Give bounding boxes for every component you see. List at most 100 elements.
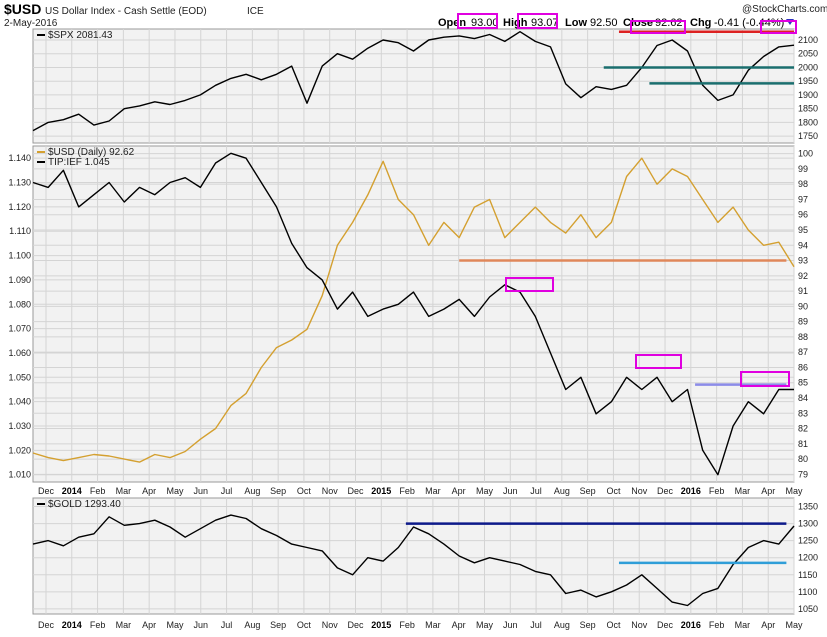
x-tick-label: Oct (297, 620, 312, 630)
x-tick-label: Feb (399, 620, 415, 630)
y-tick-label: 95 (798, 225, 808, 235)
header: $USD US Dollar Index - Cash Settle (EOD)… (4, 1, 827, 29)
y-tick-label: 97 (798, 194, 808, 204)
y-tick-label: 94 (798, 240, 808, 250)
x-tick-label: Nov (322, 620, 339, 630)
y-tick-label: 1100 (798, 587, 817, 597)
x-tick-label: 2015 (371, 620, 391, 630)
y-tick-label: 96 (798, 210, 808, 220)
x-tick-label: Dec (38, 620, 55, 630)
x-tick-label: 2014 (62, 620, 82, 630)
y-tick-label: 1900 (798, 90, 818, 100)
tipief-title: TIP:IEF 1.045 (48, 157, 110, 168)
x-tick-label: Aug (244, 620, 260, 630)
exchange: ICE (247, 6, 264, 17)
x-tick-label: Nov (631, 486, 648, 496)
y-tick-label: 1.110 (9, 226, 31, 236)
close-label: Close (623, 17, 653, 29)
x-tick-label: Feb (90, 620, 106, 630)
symbol: $USD (4, 1, 41, 17)
x-axis-top: Dec 2014 Feb Mar Apr May Jun Jul Aug Sep Oct Nov Dec… (38, 486, 803, 496)
gold-line (32, 514, 795, 607)
x-tick-label: Apr (142, 486, 156, 496)
x-tick-label: Mar (116, 620, 132, 630)
x-tick-label: Sep (270, 620, 286, 630)
usd-title: $USD (Daily) 92.62 (48, 147, 135, 158)
y-tick-label: 1.070 (8, 324, 31, 334)
open-label: Open (438, 17, 466, 29)
low-value: 92.50 (590, 17, 618, 29)
x-tick-label: Dec (348, 486, 365, 496)
panel-legends: $SPX 2081.43 $USD (Daily) 92.62 TIP:IEF … (37, 30, 135, 510)
x-tick-label: Oct (297, 486, 312, 496)
x-tick-label: May (476, 486, 494, 496)
x-tick-label: Sep (580, 486, 596, 496)
y-tick-label: 93 (798, 256, 808, 266)
y-tick-label: 1.130 (8, 178, 31, 188)
series-lines (32, 31, 795, 607)
highlight-box-usd-jun (505, 277, 554, 292)
x-tick-label: Jul (221, 620, 233, 630)
x-tick-label: Aug (554, 486, 570, 496)
close-value: 92.62 (655, 17, 683, 29)
y-tick-label: 99 (798, 164, 808, 174)
x-tick-label: Mar (425, 486, 441, 496)
highlight-boxes (457, 13, 797, 387)
y-axes: 1750 1800 1850 1900 1950 2000 2050 2100 1.010 1.0… (8, 35, 818, 614)
x-tick-label: Feb (399, 486, 415, 496)
y-tick-label: 2050 (798, 49, 818, 59)
x-tick-label: May (166, 620, 184, 630)
highlight-box-high (517, 13, 558, 29)
y-tick-label: 83 (798, 408, 808, 418)
usd-panel (32, 145, 795, 483)
y-tick-label: 89 (798, 317, 808, 327)
y-tick-label: 1.120 (8, 202, 31, 212)
x-tick-label: May (476, 620, 494, 630)
x-tick-label: Jun (503, 620, 518, 630)
y-tick-label: 1.030 (8, 421, 31, 431)
high-value: 93.07 (531, 17, 559, 29)
y-tick-label: 82 (798, 424, 808, 434)
date: 2-May-2016 (4, 18, 58, 29)
x-tick-label: 2015 (371, 486, 391, 496)
x-tick-label: Dec (657, 620, 674, 630)
chg-value: -0.41 (-0.44%) (714, 17, 784, 29)
x-tick-label: Apr (761, 486, 775, 496)
y-tick-label: 88 (798, 332, 808, 342)
instrument-name: US Dollar Index - Cash Settle (EOD) (45, 6, 207, 17)
tipief-line (32, 152, 794, 476)
y-tick-label: 2000 (798, 62, 818, 72)
x-tick-label: Sep (580, 620, 596, 630)
x-tick-label: Jun (503, 486, 518, 496)
x-tick-label: Apr (761, 620, 775, 630)
spx-line (32, 31, 795, 132)
x-tick-label: Jul (530, 486, 542, 496)
x-tick-label: Dec (38, 486, 55, 496)
y-tick-label: 1.050 (8, 372, 31, 382)
y-tick-label: 1.010 (8, 470, 31, 480)
x-tick-label: Jul (530, 620, 542, 630)
x-tick-label: Nov (631, 620, 648, 630)
spx-title: $SPX 2081.43 (48, 30, 113, 41)
grid (33, 29, 795, 614)
gold-panel (32, 497, 795, 615)
annotation-lines (405, 30, 794, 565)
x-tick-label: Apr (142, 620, 156, 630)
y-tick-label: 1850 (798, 104, 818, 114)
y-tick-label: 86 (798, 362, 808, 372)
y-tick-label: 1.060 (8, 348, 31, 358)
open-value: 93.00 (471, 17, 499, 29)
y-tick-label: 100 (798, 149, 813, 159)
x-tick-label: Mar (425, 620, 441, 630)
x-tick-label: Sep (270, 486, 286, 496)
y-tick-label: 1150 (798, 570, 817, 580)
y-tick-label: 92 (798, 271, 808, 281)
low-label: Low (565, 17, 587, 29)
y-tick-label: 80 (798, 454, 808, 464)
y-tick-label: 85 (798, 378, 808, 388)
y-tick-label: 1300 (798, 519, 818, 529)
highlight-box-open (457, 13, 498, 29)
y-tick-label: 1050 (798, 604, 818, 614)
gold-title: $GOLD 1293.40 (48, 499, 121, 510)
x-tick-label: Jul (221, 486, 233, 496)
